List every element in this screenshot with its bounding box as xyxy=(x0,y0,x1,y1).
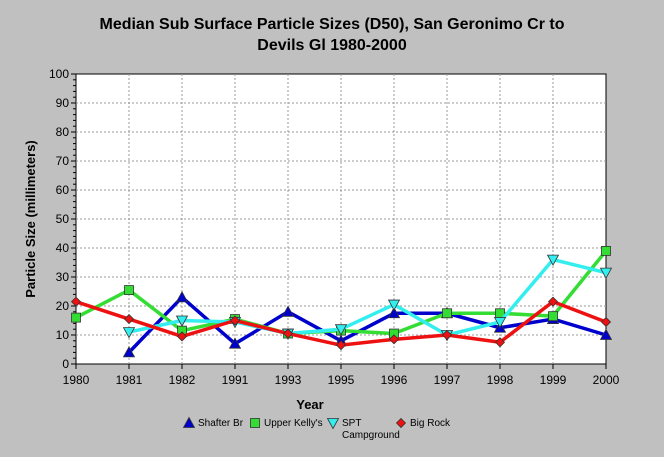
data-point-upper-kelly-s xyxy=(71,312,81,323)
y-tick-label: 100 xyxy=(49,67,69,81)
data-point-big-rock xyxy=(494,337,506,348)
data-point-shafter-br xyxy=(175,290,189,303)
data-point-spt-campground xyxy=(122,327,136,339)
x-tick-label: 1981 xyxy=(116,373,143,387)
legend-marker-big-rock xyxy=(395,417,407,429)
data-point-spt-campground xyxy=(175,315,189,327)
legend-label-spt-campground: Campground xyxy=(342,430,400,441)
y-tick-label: 20 xyxy=(56,299,70,313)
y-tick-label: 50 xyxy=(56,212,70,226)
data-point-big-rock xyxy=(547,296,559,307)
y-tick-label: 90 xyxy=(56,96,70,110)
y-tick-label: 60 xyxy=(56,183,70,197)
y-axis-title: Particle Size (millimeters) xyxy=(23,140,38,298)
data-point-upper-kelly-s xyxy=(601,245,611,256)
y-tick-label: 30 xyxy=(56,270,70,284)
data-point-big-rock xyxy=(229,315,241,326)
y-tick-label: 70 xyxy=(56,154,70,168)
data-point-shafter-br xyxy=(599,328,613,340)
series-big-rock xyxy=(70,296,612,351)
y-tick-label: 80 xyxy=(56,125,70,139)
legend-label-shafter-br: Shafter Br xyxy=(198,418,244,429)
chart-title: Median Sub Surface Particle Sizes (D50),… xyxy=(0,14,664,56)
data-point-spt-campground xyxy=(599,267,613,279)
legend-item-shafter-br: Shafter Br xyxy=(182,416,244,429)
series-lines xyxy=(70,245,613,358)
data-point-upper-kelly-s xyxy=(548,311,558,322)
x-tick-label: 1996 xyxy=(381,373,408,387)
data-point-big-rock xyxy=(123,313,135,325)
legend-label-spt-campground: SPT xyxy=(342,418,361,429)
y-tick-label: 40 xyxy=(56,241,70,255)
legend-marker-upper-kelly-s xyxy=(250,418,260,428)
x-tick-label: 2000 xyxy=(593,373,620,387)
data-point-spt-campground xyxy=(334,324,348,336)
data-point-big-rock xyxy=(176,331,188,342)
data-point-big-rock xyxy=(70,296,82,307)
legend: Shafter Br Upper Kelly's SPTCampgroundBig … xyxy=(182,416,451,441)
legend-label-upper-kelly-s: Upper Kelly's xyxy=(264,418,323,429)
x-tick-label: 1980 xyxy=(63,373,90,387)
x-tick-label: 1999 xyxy=(540,373,567,387)
chart-title-line-2: Devils Gl 1980-2000 xyxy=(257,37,407,54)
chart-title-line-1: Median Sub Surface Particle Sizes (D50),… xyxy=(99,16,565,33)
x-tick-label: 1993 xyxy=(275,373,302,387)
data-point-shafter-br xyxy=(122,346,136,358)
data-point-shafter-br xyxy=(387,306,401,319)
x-tick-label: 1997 xyxy=(434,373,461,387)
data-point-upper-kelly-s xyxy=(442,308,452,319)
legend-label-big-rock: Big Rock xyxy=(410,418,451,429)
data-point-big-rock xyxy=(388,334,400,345)
legend-marker-shafter-br xyxy=(182,416,196,428)
data-point-upper-kelly-s xyxy=(124,285,134,295)
y-tick-label: 10 xyxy=(56,328,70,342)
x-tick-label: 1998 xyxy=(487,373,514,387)
y-tick-label: 0 xyxy=(62,357,69,371)
x-tick-label: 1995 xyxy=(328,373,355,387)
x-tick-label: 1991 xyxy=(222,373,249,387)
data-point-big-rock xyxy=(282,328,294,339)
data-point-spt-campground xyxy=(546,254,560,266)
series-line-spt-campground xyxy=(128,257,607,337)
x-axis-title: Year xyxy=(296,397,323,412)
legend-item-big-rock: Big Rock xyxy=(395,417,451,429)
data-point-shafter-br xyxy=(228,337,242,349)
data-point-spt-campground xyxy=(387,299,401,311)
legend-item-upper-kelly-s: Upper Kelly's xyxy=(250,418,323,429)
data-point-big-rock xyxy=(441,329,453,341)
data-point-shafter-br xyxy=(281,305,295,317)
data-point-spt-campground xyxy=(493,317,507,329)
data-point-big-rock xyxy=(335,340,347,351)
axes: 0 10 20 30 40 50 60 70 80 90 100 1980 1981 1982 1991 19… xyxy=(49,67,620,387)
x-tick-label: 1982 xyxy=(169,373,196,387)
legend-marker-spt-campground xyxy=(326,418,340,430)
data-point-big-rock xyxy=(600,316,612,328)
